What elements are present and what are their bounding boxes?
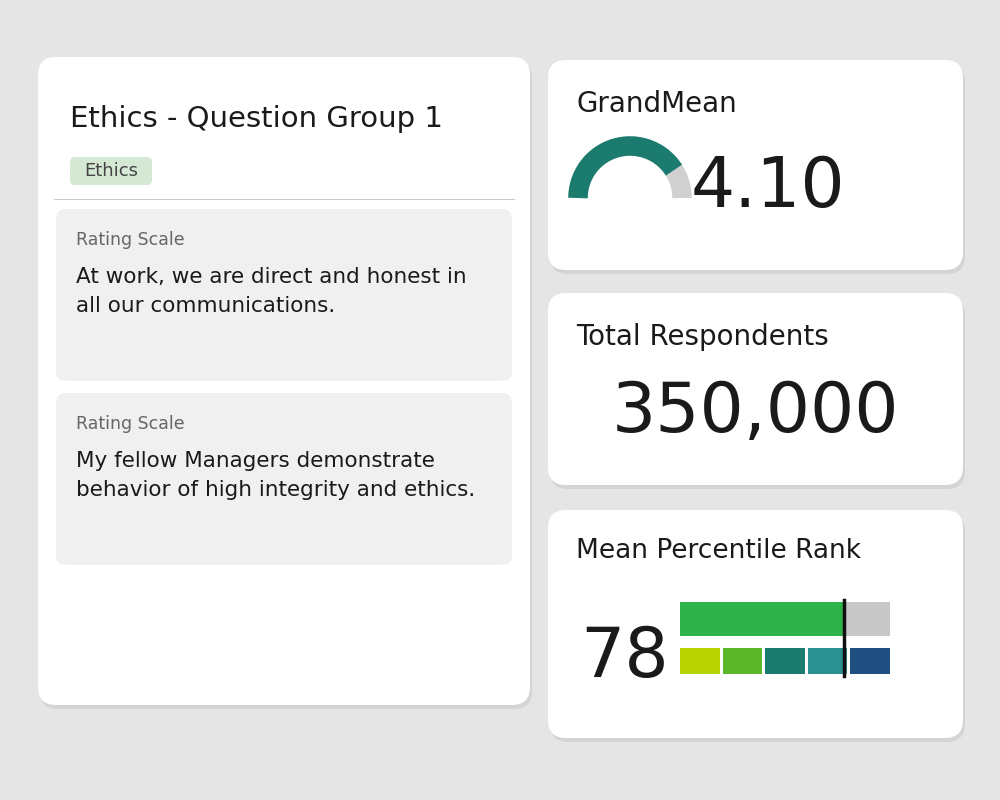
FancyBboxPatch shape xyxy=(56,209,512,381)
Text: At work, we are direct and honest in
all our communications.: At work, we are direct and honest in all… xyxy=(76,267,467,316)
FancyBboxPatch shape xyxy=(680,648,720,674)
FancyBboxPatch shape xyxy=(850,648,890,674)
FancyBboxPatch shape xyxy=(548,60,963,270)
Text: Mean Percentile Rank: Mean Percentile Rank xyxy=(576,538,861,564)
FancyBboxPatch shape xyxy=(680,602,844,636)
FancyBboxPatch shape xyxy=(723,648,762,674)
Text: GrandMean: GrandMean xyxy=(576,90,737,118)
Text: 350,000: 350,000 xyxy=(612,379,899,446)
FancyBboxPatch shape xyxy=(550,297,965,489)
Text: Rating Scale: Rating Scale xyxy=(76,415,185,433)
FancyBboxPatch shape xyxy=(550,64,965,274)
Text: Ethics: Ethics xyxy=(84,162,138,180)
FancyBboxPatch shape xyxy=(844,602,890,636)
Text: Ethics - Question Group 1: Ethics - Question Group 1 xyxy=(70,105,443,133)
FancyBboxPatch shape xyxy=(765,648,805,674)
FancyBboxPatch shape xyxy=(548,293,963,485)
FancyBboxPatch shape xyxy=(70,157,152,185)
FancyBboxPatch shape xyxy=(548,510,963,738)
FancyBboxPatch shape xyxy=(56,393,512,565)
Text: 78: 78 xyxy=(580,625,669,691)
Text: My fellow Managers demonstrate
behavior of high integrity and ethics.: My fellow Managers demonstrate behavior … xyxy=(76,451,475,500)
Text: 4.10: 4.10 xyxy=(691,154,845,222)
FancyBboxPatch shape xyxy=(38,57,530,705)
FancyBboxPatch shape xyxy=(808,648,847,674)
Text: Total Respondents: Total Respondents xyxy=(576,323,829,351)
FancyBboxPatch shape xyxy=(40,61,532,709)
FancyBboxPatch shape xyxy=(550,514,965,742)
Text: Rating Scale: Rating Scale xyxy=(76,231,185,249)
